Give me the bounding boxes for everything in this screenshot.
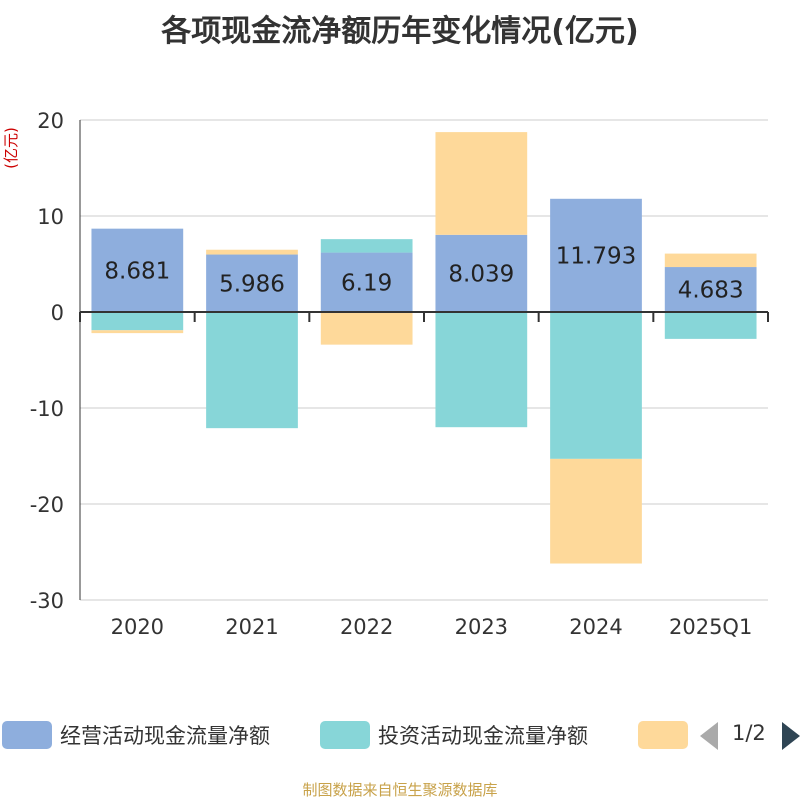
bar-series0-2021 [206,254,298,312]
data-label: 4.683 [678,278,744,304]
source-note: 制图数据来自恒生聚源数据库 [302,781,498,799]
x-tick-label: 2025Q1 [669,615,752,639]
bar-series1-2025Q1 [664,312,757,339]
legend-next-page-icon[interactable] [782,722,800,750]
y-tick-label: 10 [37,205,64,229]
x-tick-label: 2022 [340,615,393,639]
y-tick-label: -20 [30,493,64,517]
legend-prev-page-icon[interactable] [700,722,718,750]
bar-series0-2023 [435,234,528,312]
bar-series0-2022 [320,252,413,312]
legend-swatch-operating[interactable] [2,721,52,749]
bar-series2-2024 [550,458,642,564]
bar-series1-2020 [91,312,184,331]
data-label: 5.986 [219,271,285,297]
bar-series2-2025Q1 [664,253,757,268]
bar-series2-2021 [206,249,298,255]
legend-swatch-third[interactable] [638,721,688,749]
y-tick-label: -10 [30,397,64,421]
data-label: 8.681 [104,258,170,284]
x-tick-label: 2023 [455,615,508,639]
legend-label-investing[interactable]: 投资活动现金流量净额 [378,724,588,748]
y-tick-label: 0 [51,301,64,325]
legend-swatch-investing[interactable] [320,721,370,749]
x-tick-label: 2024 [569,615,622,639]
bar-series0-2020 [91,228,184,312]
bar-series1-2022 [320,239,413,253]
legend-page-indicator: 1/2 [732,721,766,745]
y-tick-label: 20 [37,109,64,133]
data-label: 11.793 [556,243,636,269]
data-label: 6.19 [341,270,392,296]
bar-series2-2022 [320,312,413,345]
bar-series2-2023 [435,132,528,235]
legend-label-operating[interactable]: 经营活动现金流量净额 [60,724,270,748]
data-label: 8.039 [448,261,514,287]
bar-series1-2023 [435,312,528,428]
bar-series1-2024 [550,312,642,459]
chart-title: 各项现金流净额历年变化情况(亿元) [161,14,639,49]
bar-series1-2021 [206,312,298,429]
bar-series0-2025Q1 [664,267,757,312]
bar-series2-2020 [91,330,184,334]
chart-canvas: 20 10 0 -10 -20 -30 (亿元) 8.681 5.986 6.19 8.039 11.… [2,109,769,639]
x-tick-label: 2020 [111,615,164,639]
y-tick-label: -30 [30,589,64,613]
x-tick-label: 2021 [225,615,278,639]
bar-series0-2024 [550,198,642,312]
y-unit-label: (亿元) [2,127,20,169]
